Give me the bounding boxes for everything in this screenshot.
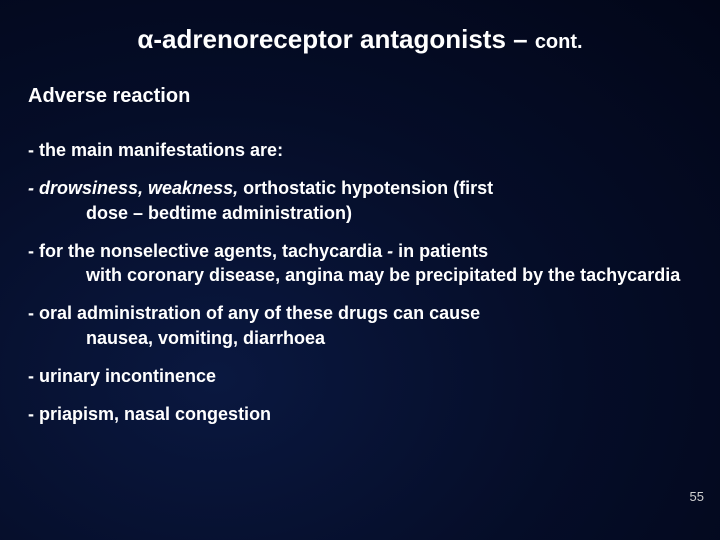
title-cont: cont. bbox=[535, 31, 583, 53]
bullet-item-3: - for the nonselective agents, tachycard… bbox=[28, 239, 692, 288]
bullet-item-6: - priapism, nasal congestion bbox=[28, 402, 692, 426]
section-subheading: Adverse reaction bbox=[28, 85, 692, 108]
page-number: 55 bbox=[690, 489, 704, 504]
title-main: α-adrenoreceptor antagonists – bbox=[137, 24, 534, 54]
item3-line2: with coronary disease, angina may be pre… bbox=[28, 263, 692, 287]
item2-rest: orthostatic hypotension (first bbox=[238, 178, 493, 198]
item2-line2: dose – bedtime administration) bbox=[28, 201, 692, 225]
item4-line2: nausea, vomiting, diarrhoea bbox=[28, 326, 692, 350]
item4-a: - oral administration of any of these dr… bbox=[28, 303, 480, 323]
slide-title: α-adrenoreceptor antagonists – cont. bbox=[28, 24, 692, 55]
bullet-item-5: - urinary incontinence bbox=[28, 364, 692, 388]
item3-c: in patients bbox=[393, 241, 488, 261]
item2-italic: - drowsiness, weakness, bbox=[28, 178, 238, 198]
bullet-item-1: - the main manifestations are: bbox=[28, 138, 692, 162]
item3-a: - for the nonselective agents, tachycard… bbox=[28, 241, 387, 261]
bullet-item-4: - oral administration of any of these dr… bbox=[28, 301, 692, 350]
bullet-item-2: - drowsiness, weakness, orthostatic hypo… bbox=[28, 176, 692, 225]
